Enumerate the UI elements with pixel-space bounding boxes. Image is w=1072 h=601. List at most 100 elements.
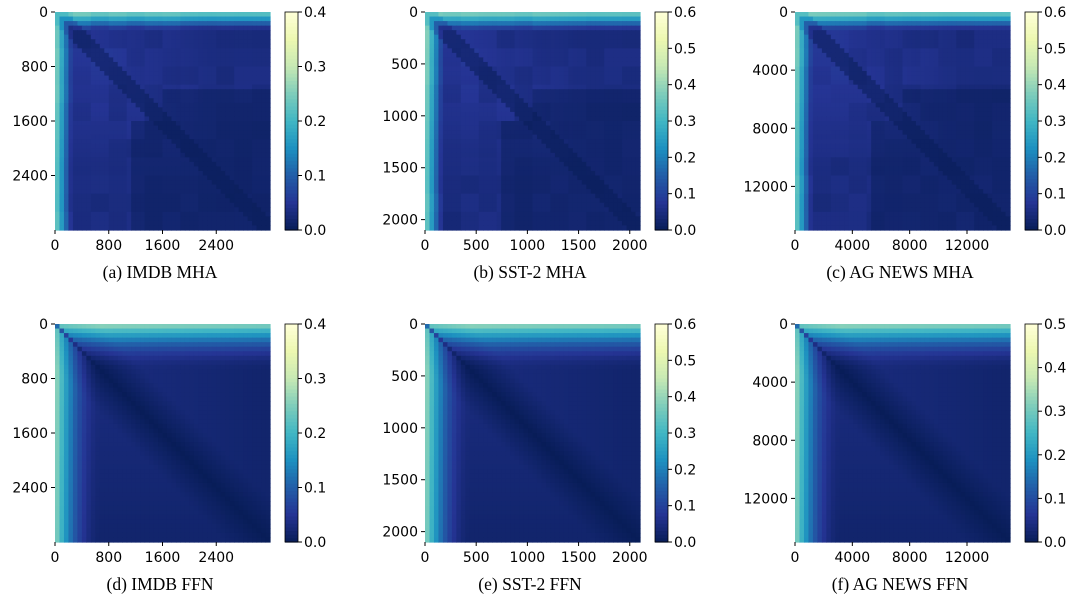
heatmap-cell <box>929 25 935 31</box>
heatmap-cell <box>541 184 547 190</box>
heatmap-cell <box>581 30 587 36</box>
heatmap-cell <box>532 39 538 45</box>
heatmap-cell <box>175 184 182 190</box>
heatmap-cell <box>243 134 249 140</box>
heatmap-cell <box>442 30 448 36</box>
heatmap-cell <box>496 189 502 195</box>
heatmap-cell <box>68 43 74 49</box>
colorbar-segment <box>285 171 298 177</box>
heatmap-cell <box>460 93 466 99</box>
heatmap-cell <box>447 102 453 108</box>
heatmap-cell <box>229 175 235 181</box>
heatmap-cell <box>86 107 92 113</box>
heatmap-cell <box>77 125 83 131</box>
heatmap-cell <box>162 161 168 168</box>
heatmap-cell <box>456 107 462 113</box>
heatmap-cell <box>581 43 587 49</box>
heatmap-cell <box>469 166 475 172</box>
heatmap-cell <box>447 43 453 49</box>
heatmap-cell <box>595 198 601 204</box>
heatmap-cell <box>519 189 525 195</box>
heatmap-cell <box>942 12 948 18</box>
heatmap-cell <box>595 170 601 177</box>
heatmap-cell <box>492 93 498 99</box>
heatmap-cell <box>261 161 267 168</box>
heatmap-cell <box>496 21 502 27</box>
heatmap-cell <box>604 57 610 63</box>
heatmap-cell <box>626 189 632 195</box>
heatmap-cell <box>541 152 547 158</box>
heatmap-cell <box>99 207 105 213</box>
heatmap-cell <box>113 34 119 40</box>
heatmap-cell <box>626 157 632 163</box>
heatmap-cell <box>617 170 623 177</box>
heatmap-cell <box>153 12 159 18</box>
heatmap-cell <box>608 48 614 54</box>
heatmap-cell <box>55 107 61 113</box>
heatmap-cell <box>577 12 583 18</box>
heatmap-cell <box>180 116 186 122</box>
heatmap-cell <box>563 57 569 63</box>
heatmap-cell <box>122 180 128 186</box>
heatmap-cell <box>613 184 619 190</box>
heatmap-cell <box>631 216 637 222</box>
heatmap-cell <box>77 30 83 36</box>
heatmap-cell <box>996 21 1002 27</box>
heatmap-cell <box>225 143 231 149</box>
heatmap-cell <box>135 121 141 127</box>
heatmap-cell <box>95 111 101 118</box>
heatmap-cell <box>510 89 516 95</box>
heatmap-cell <box>99 130 105 136</box>
heatmap-cell <box>433 66 440 72</box>
heatmap-cell <box>135 143 141 149</box>
heatmap-cell <box>162 139 168 145</box>
heatmap-cell <box>63 116 70 122</box>
heatmap-cell <box>532 16 538 22</box>
heatmap-cell <box>189 207 195 213</box>
heatmap-cell <box>631 184 637 190</box>
heatmap-cell <box>844 21 850 27</box>
heatmap-cell <box>131 39 137 45</box>
heatmap-cell <box>261 34 267 40</box>
heatmap-cell <box>586 130 592 136</box>
heatmap-cell <box>171 34 177 40</box>
heatmap-cell <box>225 102 231 108</box>
heatmap-cell <box>225 207 231 213</box>
heatmap-cell <box>595 57 601 63</box>
heatmap-cell <box>171 220 177 227</box>
heatmap-cell <box>166 211 173 217</box>
heatmap-cell <box>117 102 123 108</box>
heatmap-cell <box>532 98 538 104</box>
heatmap-cell <box>140 211 146 217</box>
heatmap-cell <box>568 148 574 154</box>
heatmap-cell <box>487 93 493 99</box>
heatmap-cell <box>252 116 258 122</box>
heatmap-cell <box>252 134 258 140</box>
heatmap-cell <box>256 143 262 149</box>
heatmap-cell <box>501 61 507 68</box>
heatmap-cell <box>835 21 841 27</box>
heatmap-cell <box>617 161 623 168</box>
heatmap-cell <box>117 16 123 22</box>
heatmap-cell <box>429 61 435 68</box>
heatmap-cell <box>95 116 101 122</box>
heatmap-cell <box>505 39 511 45</box>
heatmap-cell <box>229 202 235 208</box>
heatmap-cell <box>545 80 552 86</box>
heatmap-cell <box>220 216 226 222</box>
heatmap-cell <box>135 57 141 63</box>
heatmap-cell <box>447 180 453 186</box>
heatmap-cell <box>198 175 204 181</box>
heatmap-cell <box>193 139 199 145</box>
heatmap-cell <box>59 16 65 22</box>
heatmap-cell <box>483 52 489 59</box>
heatmap-cell <box>166 98 173 104</box>
heatmap-cell <box>162 93 168 99</box>
heatmap-cell <box>559 71 565 77</box>
heatmap-cell <box>158 139 164 145</box>
heatmap-cell <box>456 202 462 208</box>
heatmap-cell <box>505 84 511 90</box>
heatmap-cell <box>465 89 471 95</box>
heatmap-cell <box>519 175 525 181</box>
heatmap-cell <box>261 116 267 122</box>
